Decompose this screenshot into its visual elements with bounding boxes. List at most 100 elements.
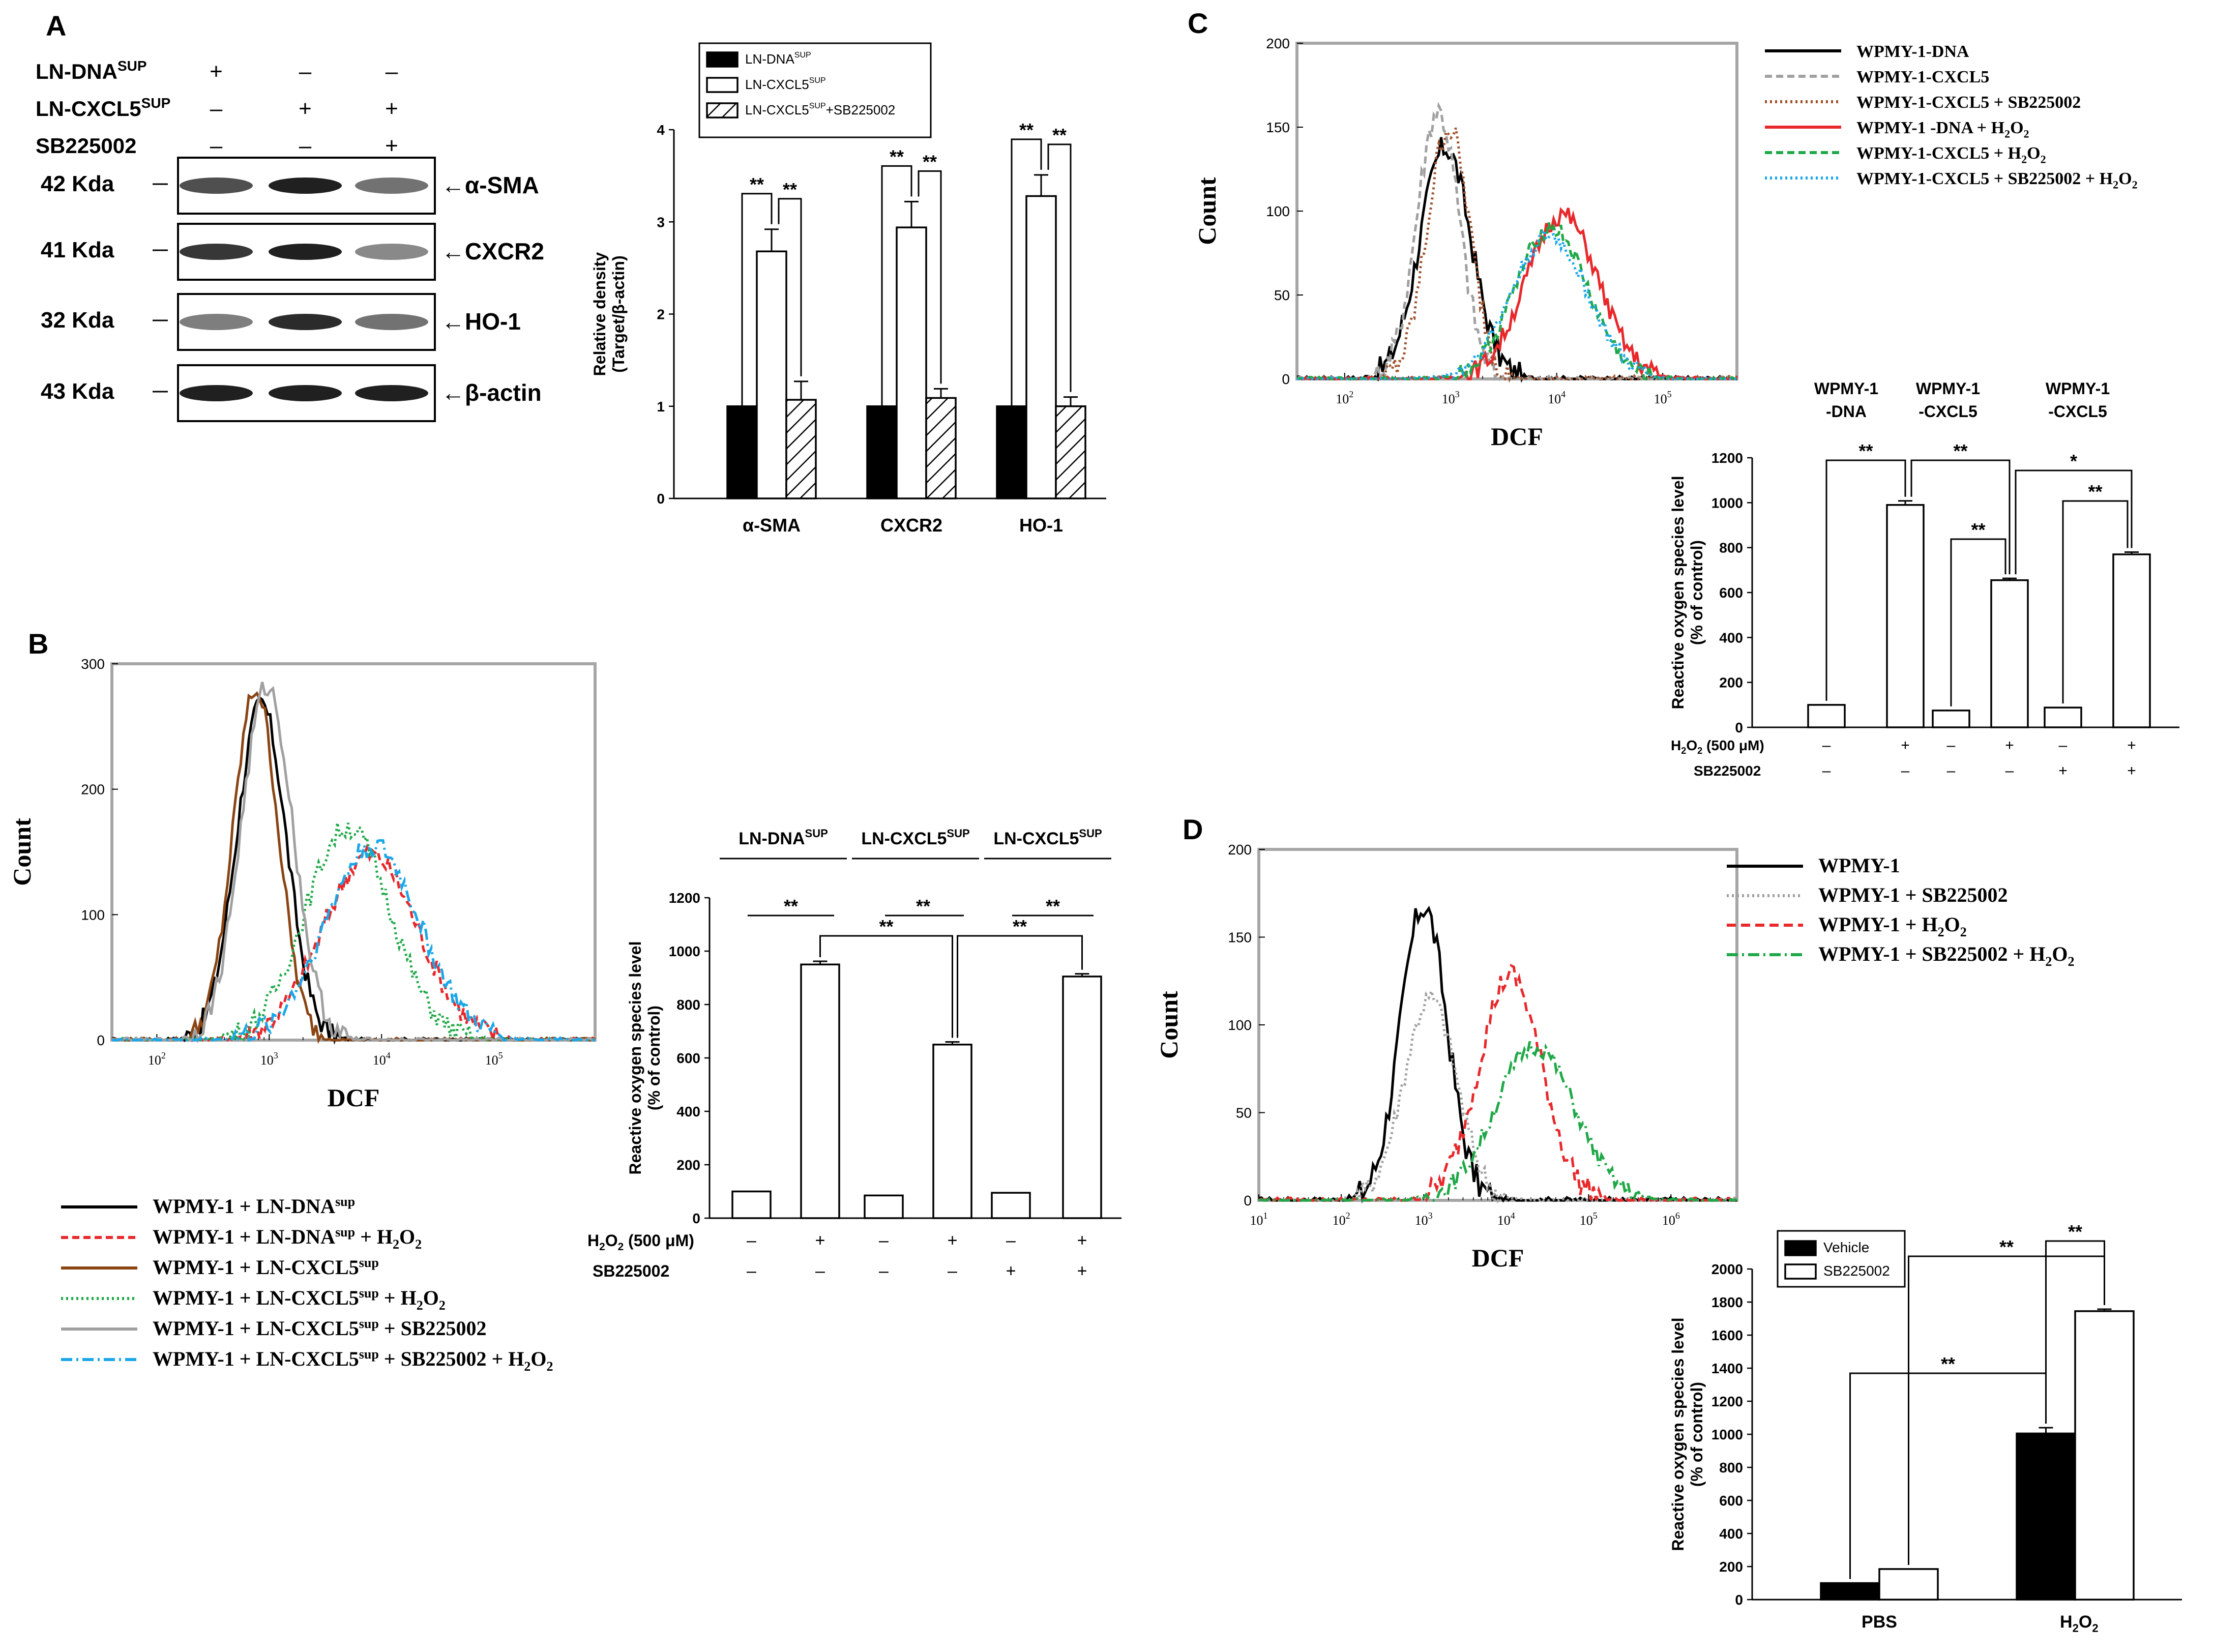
d-sig-0-stars: ** (1941, 1353, 1955, 1374)
c-row1-label: H2O2 (500 μM) (1671, 738, 1764, 756)
c-legend-label-1: WPMY-1-CXCL5 (1856, 68, 1989, 86)
c-bars-ytick-label: 0 (1735, 720, 1743, 735)
blot-band (355, 178, 428, 194)
d-hist-ytick-label: 150 (1228, 930, 1252, 946)
b-group-label-1: LN-CXCL5SUP (861, 827, 969, 848)
d-hist-xtick-label: 103 (1415, 1211, 1433, 1228)
condition-label-2: SB225002 (36, 134, 137, 158)
c-hist-series-5 (1297, 227, 1737, 381)
d-category-label-1: H2O2 (2060, 1612, 2099, 1635)
c-legend-label-3: WPMY-1 -DNA + H2O2 (1856, 119, 2029, 140)
c-bars-ytick-label: 600 (1719, 585, 1743, 601)
b-row1-sign-4: – (1006, 1231, 1016, 1250)
a-sig-right-1-bracket (918, 170, 942, 384)
condition-sign: + (299, 96, 312, 121)
d-hist-xtick-label: 104 (1497, 1211, 1515, 1228)
a-legend-label-0: LN-DNASUP (745, 51, 811, 67)
d-hist-xlabel: DCF (1472, 1244, 1524, 1272)
condition-sign: + (385, 96, 398, 121)
c-hist-ylabel: Count (1193, 177, 1221, 245)
b-bars-ytick-label: 1000 (669, 943, 700, 959)
blot-target-label-1: ←CXCR2 (441, 238, 544, 264)
b-sig-4-bracket (957, 935, 1083, 1038)
b-legend-label-3: WPMY-1 + LN-CXCL5sup + H2O2 (153, 1286, 446, 1313)
c-bar-3 (1990, 579, 2029, 728)
a-bar-0-2 (785, 399, 817, 499)
c-sig-0-stars: ** (1858, 440, 1873, 461)
c-hist-ytick-label: 0 (1282, 371, 1290, 387)
panel-letter-d: D (1183, 813, 1203, 845)
d-sig-1-stars: ** (1999, 1236, 2014, 1257)
a-legend-swatch-0 (706, 51, 739, 68)
d-hist-ylabel: Count (1155, 991, 1183, 1059)
d-hist-xtick-label: 101 (1250, 1211, 1268, 1228)
d-legend-label-1: WPMY-1 + SB225002 (1818, 883, 2008, 906)
c-row2-sign-0: – (1822, 762, 1831, 779)
a-sig-left-0-stars: ** (750, 174, 764, 195)
c-sig-1-stars: ** (1953, 440, 1967, 461)
d-bar-0-0 (1820, 1582, 1880, 1601)
b-bars-ylabel-1: Reactive oxygen species level (626, 941, 644, 1175)
condition-sign: – (386, 59, 398, 84)
c-row2-sign-4: + (2058, 762, 2068, 779)
d-hist-xtick-label: 102 (1333, 1211, 1350, 1228)
b-row2-sign-1: – (815, 1261, 825, 1281)
blot-size-label-2: 32 Kda (41, 308, 114, 333)
c-bars-ytick-label: 1200 (1711, 450, 1743, 466)
a-sig-left-1-stars: ** (890, 146, 904, 167)
d-bar-1-1 (2074, 1310, 2135, 1601)
c-bars-ytick-label: 400 (1719, 630, 1743, 645)
b-bars-ytick-label: 1200 (669, 890, 700, 906)
a-sig-left-1-bracket (881, 165, 912, 406)
c-hist-series-2 (1296, 127, 1738, 383)
c-bars-ylabel-1: Reactive oxygen species level (1669, 476, 1687, 710)
blot-band (180, 314, 253, 330)
d-legend-swatch-0 (1784, 1240, 1817, 1256)
c-bar-4 (2044, 706, 2082, 728)
d-bars-ytick-label: 2000 (1711, 1261, 1743, 1277)
c-group-l2-2: -CXCL5 (2048, 402, 2107, 421)
blot-target-label-3: ←β-actin (441, 379, 542, 406)
c-hist-ytick-label: 50 (1274, 287, 1290, 303)
b-hist-xtick-label: 103 (260, 1050, 278, 1068)
b-bars-ytick-label: 600 (676, 1050, 700, 1066)
blot-band (180, 385, 253, 401)
blot-band (355, 385, 428, 401)
condition-sign: – (299, 133, 312, 158)
d-legend-label-0: WPMY-1 (1818, 854, 1900, 877)
a-category-label-2: HO-1 (1019, 515, 1063, 536)
c-sig-4-stars: ** (2088, 481, 2102, 502)
a-bar-1-2 (925, 397, 957, 499)
condition-sign: – (210, 133, 223, 158)
c-hist-series-3 (1296, 207, 1738, 380)
a-bar-0-1 (756, 250, 787, 499)
d-legend-label-1: SB225002 (1823, 1263, 1890, 1279)
condition-label-0: LN-DNASUP (36, 58, 147, 83)
a-category-label-1: CXCR2 (880, 515, 942, 536)
c-row2-sign-5: + (2127, 762, 2136, 779)
d-bars-ylabel-1: Reactive oxygen species level (1669, 1318, 1687, 1551)
b-bar-5 (1062, 976, 1102, 1219)
b-row2-label: SB225002 (593, 1262, 669, 1280)
blot-size-label-3: 43 Kda (41, 379, 114, 404)
c-group-l1-1: WPMY-1 (1916, 379, 1980, 398)
a-legend-swatch-2 (706, 102, 739, 119)
a-bars-ytick-label: 3 (657, 214, 665, 230)
c-group-l2-0: -DNA (1826, 402, 1867, 421)
a-bar-1-1 (896, 226, 927, 499)
d-hist-series-0 (1258, 905, 1737, 1204)
b-row2-sign-2: – (879, 1261, 889, 1281)
b-bar-3 (932, 1044, 972, 1219)
b-row1-sign-3: + (948, 1231, 958, 1250)
b-hist-series-5 (112, 839, 596, 1042)
d-bars-ytick-label: 1800 (1711, 1294, 1743, 1310)
b-hist-ylabel: Count (8, 818, 36, 886)
blot-band (269, 314, 342, 330)
blot-band (269, 385, 342, 401)
blot-size-label-0: 42 Kda (41, 171, 114, 196)
panel-letter-a: A (46, 10, 66, 42)
a-category-label-0: α-SMA (743, 515, 801, 536)
b-hist-series-4 (111, 682, 596, 1044)
d-hist-series-3 (1258, 1041, 1738, 1203)
